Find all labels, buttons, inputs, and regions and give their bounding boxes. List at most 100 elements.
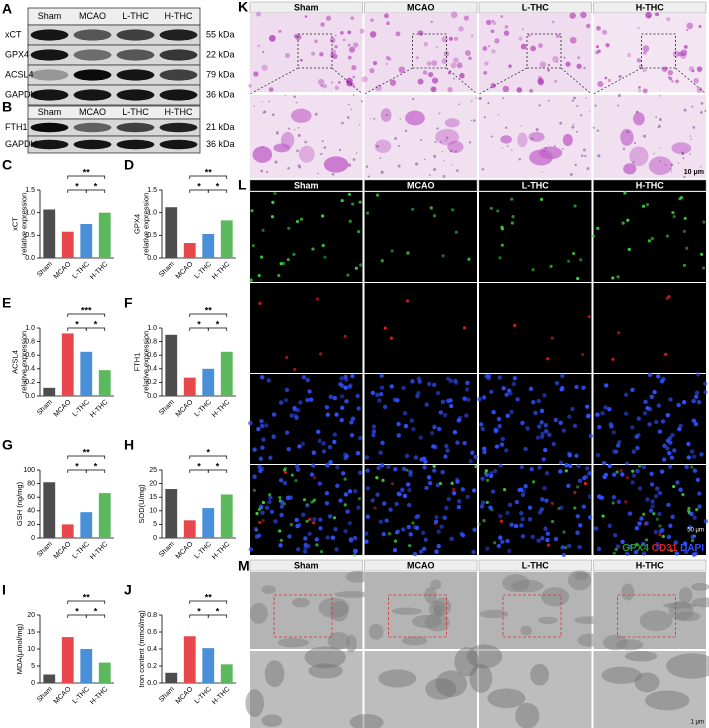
y-tick-label: 40: [27, 508, 35, 515]
stained-cell: [468, 56, 472, 61]
fluorescence-image: [479, 465, 592, 555]
stain-speck: [284, 94, 286, 96]
stain-speck: [347, 163, 352, 167]
fluorescent-signal: [283, 470, 288, 474]
fluorescent-signal: [431, 444, 436, 449]
fluorescent-signal: [693, 421, 699, 427]
y-tick-label: 1.0: [25, 210, 35, 217]
fluorescent-signal: [252, 447, 257, 452]
stained-cell: [696, 87, 703, 94]
fluorescent-signal: [525, 426, 530, 431]
stain-speck: [293, 128, 296, 131]
fluorescent-signal: [529, 466, 534, 472]
em-structure: [245, 689, 265, 718]
stain-speck: [253, 105, 255, 107]
fluorescent-signal: [255, 511, 259, 516]
stained-cell: [453, 57, 459, 63]
stain-speck: [468, 141, 472, 144]
stained-cell: [261, 64, 268, 71]
fluorescent-signal: [287, 226, 291, 230]
stained-cell: [642, 45, 650, 52]
fluorescence-image: [364, 465, 477, 555]
em-structure: [530, 663, 550, 686]
fluorescent-signal: [559, 387, 564, 392]
stain-speck: [573, 96, 576, 100]
significance-bracket: [189, 600, 228, 604]
fluorescent-signal: [418, 435, 423, 440]
bar: [202, 233, 215, 258]
fluorescent-signal: [268, 495, 273, 500]
stain-speck: [585, 97, 587, 99]
fluorescent-signal: [318, 526, 323, 531]
stain-speck: [632, 161, 635, 164]
fluorescent-signal: [581, 352, 585, 357]
stain-speck: [261, 101, 263, 103]
em-structure: [479, 609, 509, 619]
blot-band: [30, 29, 69, 41]
fluorescent-signal: [619, 469, 623, 473]
stain-speck: [596, 129, 600, 132]
fluorescent-signal: [343, 477, 347, 481]
column-header: [364, 179, 478, 192]
fluorescent-signal: [312, 517, 317, 522]
stained-cell: [636, 58, 642, 63]
fluorescent-signal: [587, 471, 592, 476]
fluorescent-signal: [268, 455, 273, 460]
fluorescent-signal: [500, 539, 505, 544]
fluorescent-signal: [545, 537, 550, 543]
fluorescent-signal: [683, 216, 687, 220]
fluorescent-signal: [305, 377, 310, 383]
fluorescent-signal: [479, 504, 485, 509]
fluorescent-signal: [679, 196, 684, 200]
stained-cell: [348, 46, 356, 53]
stained-cell: [304, 15, 308, 18]
fluorescent-signal: [464, 387, 470, 392]
fluorescent-signal: [413, 455, 419, 460]
stain-speck: [449, 149, 453, 153]
fluorescent-signal: [334, 547, 339, 552]
fluorescent-signal: [390, 482, 395, 486]
stain-speck: [376, 144, 379, 148]
stained-cell: [311, 51, 316, 56]
significance-bracket: [189, 455, 228, 459]
fluorescent-signal: [395, 529, 400, 534]
fluorescent-signal: [344, 377, 349, 382]
fluorescent-signal: [601, 514, 605, 518]
fluorescent-signal: [611, 449, 617, 454]
column-header: [364, 559, 478, 572]
fluorescent-signal: [519, 487, 524, 492]
fluorescent-signal: [370, 390, 376, 396]
fluorescent-signal: [288, 495, 293, 500]
fluorescent-signal: [519, 464, 525, 470]
x-tick-label: MCAO: [175, 260, 195, 280]
fluorescent-signal: [406, 524, 411, 530]
significance-label: *: [75, 606, 79, 616]
y-tick-label: 0.5: [25, 232, 35, 239]
stained-cell: [347, 55, 352, 60]
stained-cell: [248, 84, 252, 88]
fluorescent-signal: [477, 396, 482, 402]
fluorescent-signal: [285, 355, 289, 360]
fluorescent-signal: [649, 394, 654, 400]
y-axis-label: GPX4: [132, 214, 141, 234]
fluorescent-signal: [692, 515, 697, 520]
fluorescent-signal: [422, 546, 427, 551]
stain-speck: [445, 139, 447, 142]
em-zoom: [250, 651, 363, 728]
stain-speck: [691, 105, 694, 108]
fluorescent-signal: [633, 550, 639, 555]
fluorescent-signal: [500, 436, 505, 442]
fluorescence-image: [250, 374, 363, 464]
stained-cell: [317, 78, 325, 86]
fluorescent-signal: [465, 380, 470, 386]
fluorescent-signal: [286, 257, 290, 262]
fluorescent-signal: [422, 465, 427, 470]
significance-label: *: [216, 461, 220, 471]
stained-cell: [602, 29, 608, 35]
fluorescent-signal: [446, 398, 451, 404]
stained-cell: [585, 23, 591, 29]
x-tick-label: H-THC: [211, 686, 231, 706]
fluorescent-signal: [290, 473, 294, 477]
stain-speck: [454, 150, 458, 153]
column-label: Sham: [294, 560, 319, 570]
